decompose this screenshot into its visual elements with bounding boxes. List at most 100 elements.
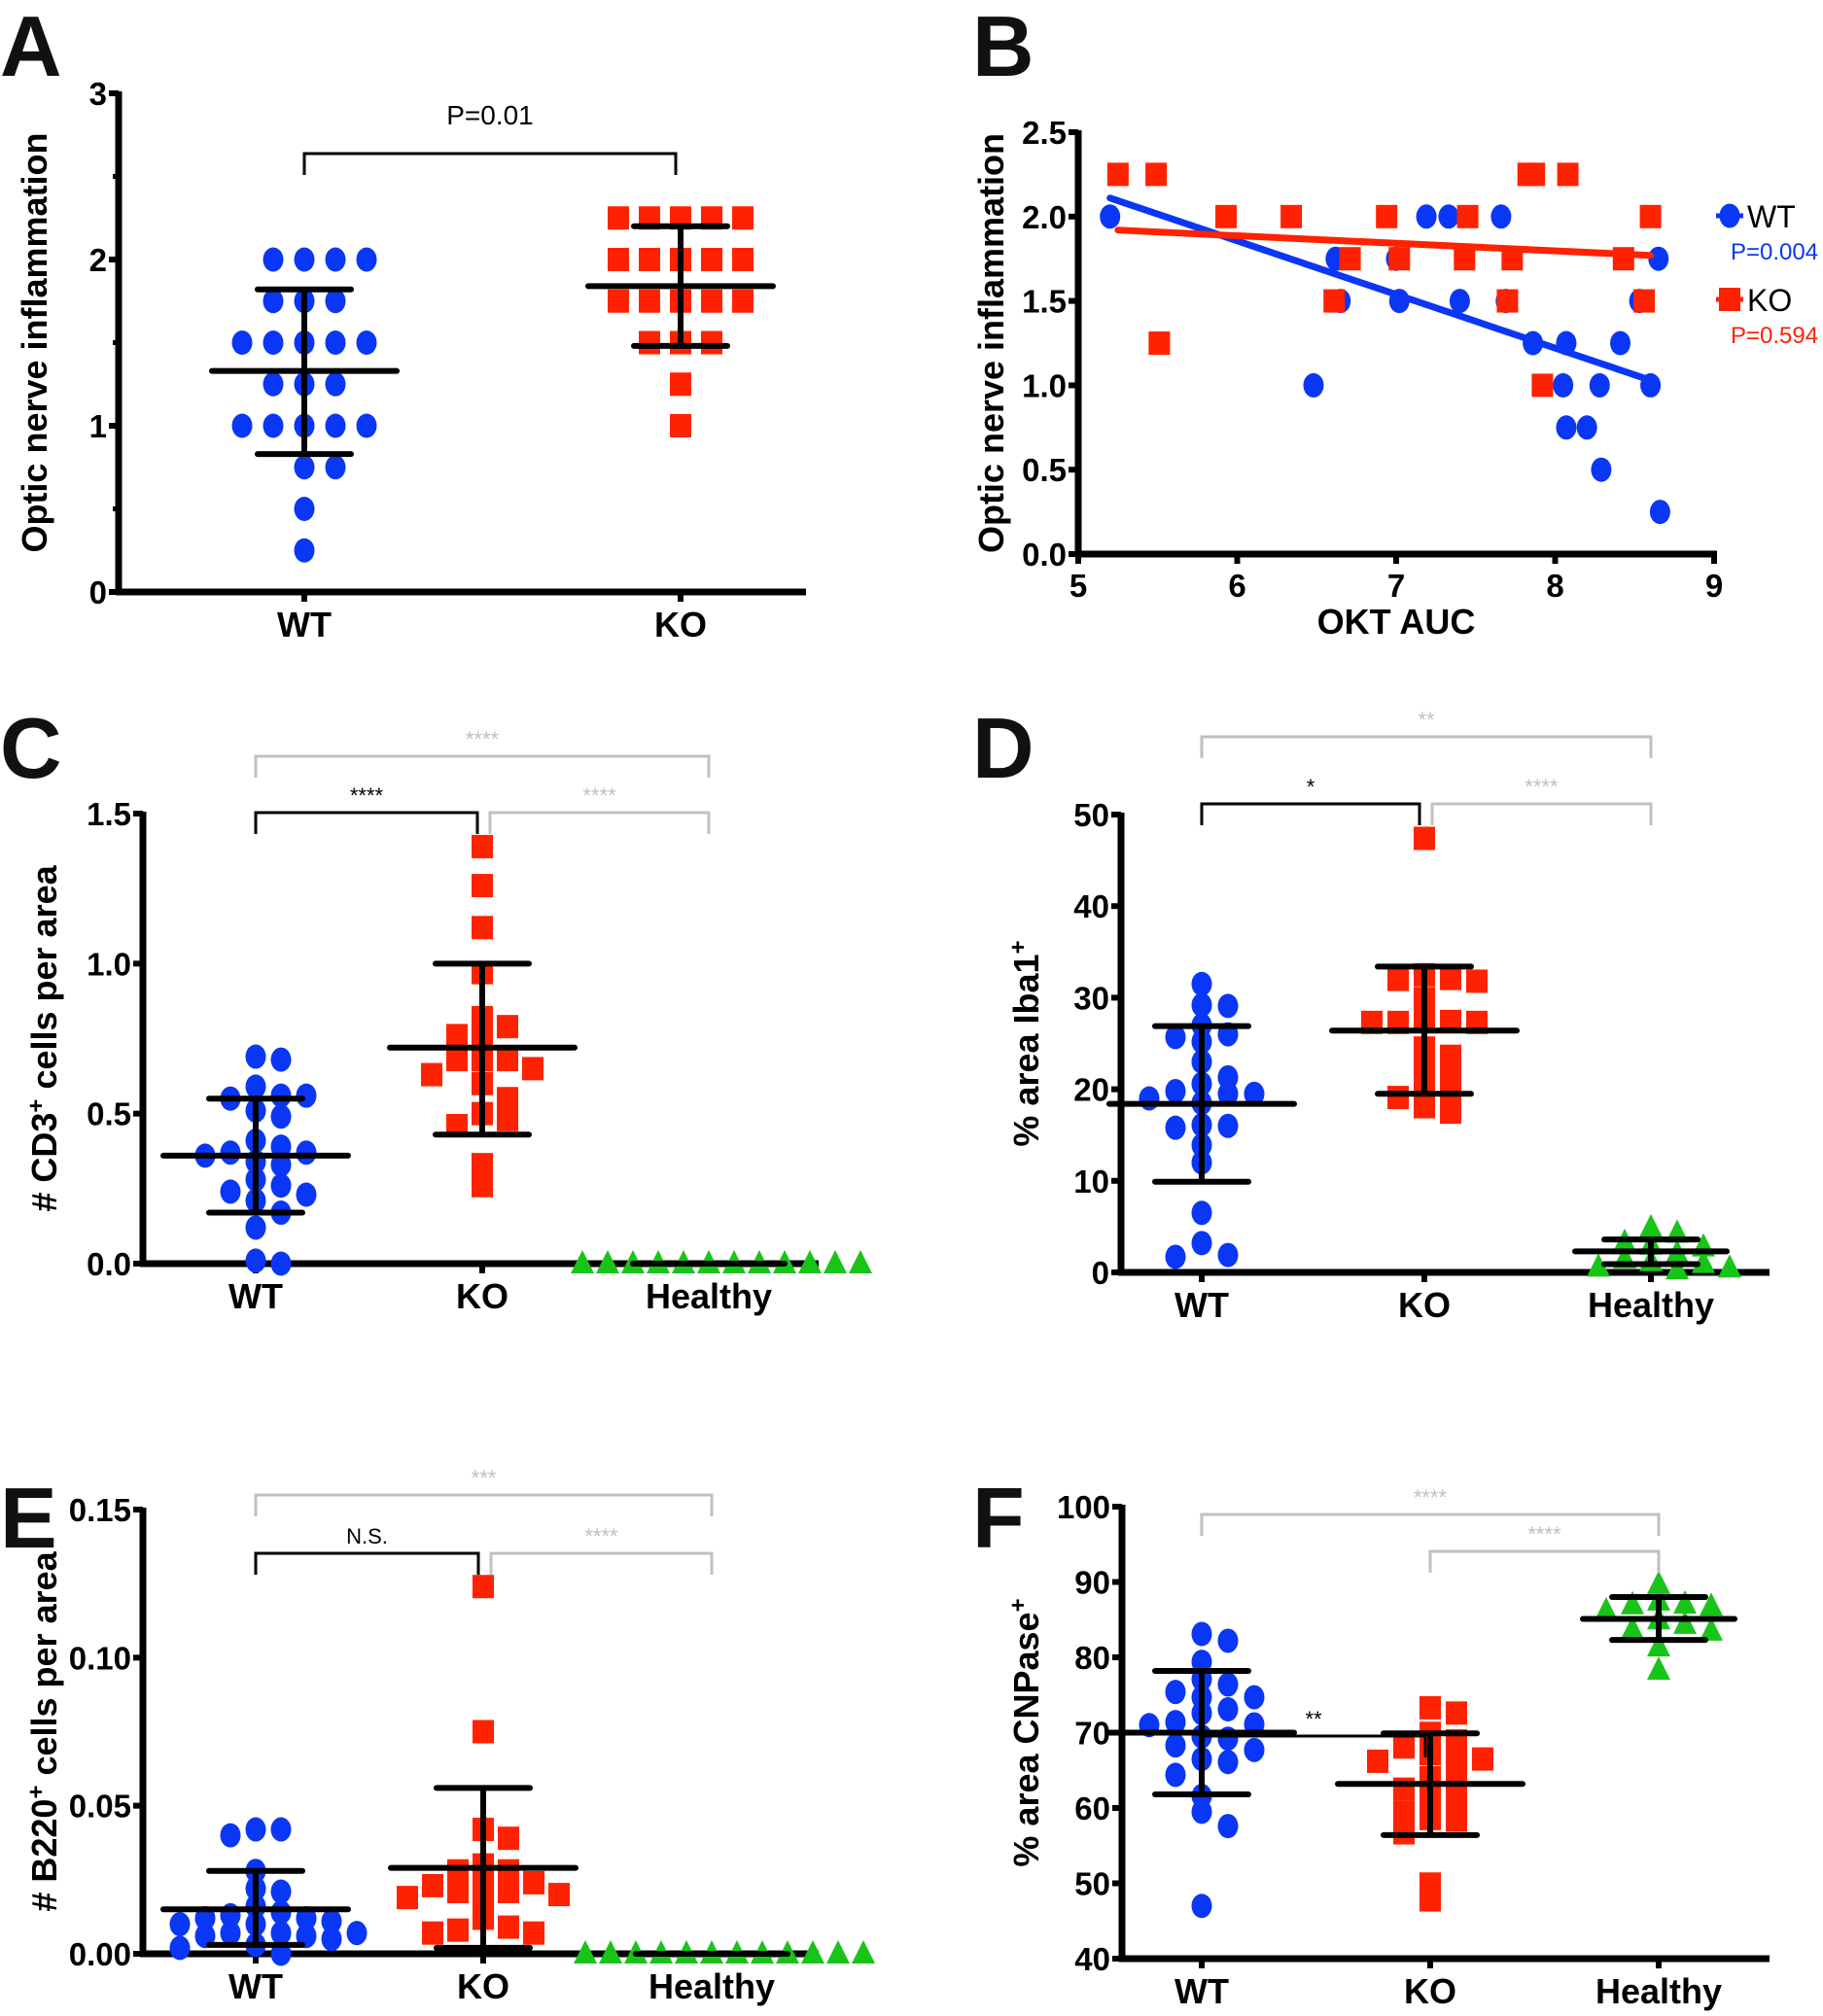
bracket-line	[302, 152, 678, 175]
data-point	[220, 1140, 241, 1165]
data-point	[1589, 372, 1610, 398]
data-point	[1591, 457, 1612, 482]
significance-bracket: ****	[1200, 1485, 1661, 1536]
data-point	[670, 414, 691, 437]
significance-bracket: N.S.	[254, 1524, 480, 1575]
x-tick-label: 5	[1069, 568, 1087, 604]
y-tick-label: 0.5	[87, 1096, 131, 1132]
data-point	[608, 289, 629, 313]
data-point	[1490, 204, 1512, 229]
significance-bracket: **	[1200, 708, 1653, 758]
data-point	[446, 1048, 468, 1072]
data-point	[1665, 1256, 1689, 1280]
significance-label: ****	[466, 727, 500, 751]
y-axis-title-rest: cells per area	[24, 1550, 64, 1785]
x-tick-label: 6	[1228, 568, 1245, 604]
significance-label: ****	[582, 783, 616, 808]
data-point	[1191, 992, 1212, 1018]
y-tick-label: 0.05	[69, 1789, 131, 1825]
x-axis-title: OKT AUC	[1317, 602, 1476, 642]
data-point	[325, 371, 346, 397]
data-point	[270, 1251, 292, 1276]
data-point	[1244, 1737, 1265, 1762]
significance-bracket: **	[1200, 1707, 1427, 1757]
data-point	[608, 206, 629, 230]
data-point	[1440, 966, 1461, 991]
data-point	[732, 206, 754, 230]
data-point	[294, 538, 315, 563]
series-ko	[1335, 1695, 1525, 1912]
y-axis-title-superscript: +	[1005, 940, 1032, 954]
data-point	[270, 1921, 292, 1946]
data-point	[473, 1575, 494, 1599]
data-point	[447, 1918, 469, 1942]
data-point	[1100, 204, 1121, 229]
data-point	[294, 247, 315, 272]
data-point	[1647, 1570, 1670, 1594]
significance-bracket: *	[1200, 775, 1421, 825]
data-point	[346, 1921, 368, 1946]
bracket-line	[254, 754, 711, 778]
series-wt	[1106, 971, 1297, 1269]
data-point	[497, 1107, 518, 1131]
x-category-label: KO	[654, 605, 707, 644]
data-point	[422, 1921, 443, 1945]
y-tick-label: 40	[1074, 1941, 1110, 1977]
data-point	[446, 1024, 468, 1048]
data-point	[1393, 1735, 1415, 1759]
x-category-label: KO	[456, 1276, 508, 1316]
data-point	[1496, 289, 1519, 313]
data-point	[321, 1927, 342, 1952]
data-point	[270, 1047, 292, 1072]
y-axis-title-main: # B220	[24, 1799, 64, 1912]
data-point	[1191, 1621, 1212, 1647]
data-point	[1639, 1213, 1663, 1237]
data-point	[1393, 1800, 1415, 1825]
y-tick-label: 1.5	[87, 796, 131, 832]
x-category-label: Healthy	[646, 1276, 772, 1316]
y-tick-label: 1.0	[1022, 367, 1067, 403]
y-tick-label: 1.0	[87, 946, 131, 982]
data-point	[1647, 1656, 1670, 1681]
data-point	[1531, 373, 1554, 398]
significance-bracket: ****	[254, 727, 711, 778]
x-category-label: Healthy	[1595, 1971, 1722, 2011]
data-point	[1165, 1115, 1186, 1140]
data-point	[325, 330, 346, 355]
series-healthy	[1580, 1570, 1737, 1681]
y-tick-label: 0.5	[1022, 452, 1067, 488]
bracket-line	[254, 811, 479, 834]
data-point	[1692, 1249, 1715, 1273]
data-point	[1217, 1081, 1239, 1106]
data-point	[1557, 162, 1579, 187]
y-tick-label: 30	[1073, 980, 1109, 1016]
bracket-line	[1200, 802, 1421, 825]
data-point	[270, 1134, 292, 1160]
bracket-line	[1430, 802, 1653, 825]
data-point	[1553, 372, 1574, 398]
data-point	[1446, 1701, 1467, 1725]
data-point	[296, 1182, 317, 1207]
significance-label: ****	[350, 783, 384, 808]
y-tick-label: 0.00	[69, 1936, 131, 1972]
data-point	[1217, 1814, 1239, 1839]
series-ko	[1106, 162, 1662, 398]
series-healthy	[574, 1940, 875, 1964]
data-point	[1414, 1095, 1435, 1119]
data-point	[1633, 289, 1656, 313]
data-point	[498, 1915, 519, 1939]
x-category-label: WT	[228, 1966, 283, 2006]
data-point	[1700, 1592, 1723, 1616]
data-point	[397, 1886, 418, 1910]
data-point	[245, 1817, 266, 1842]
data-point	[1217, 1750, 1239, 1775]
data-point	[1191, 1231, 1212, 1256]
data-point	[1587, 1253, 1610, 1277]
y-tick-label: 50	[1074, 1866, 1110, 1902]
data-point	[472, 1173, 493, 1198]
bracket-line	[1428, 1549, 1661, 1573]
data-point	[169, 1912, 191, 1937]
data-point	[571, 1250, 594, 1273]
data-point	[1217, 993, 1239, 1019]
